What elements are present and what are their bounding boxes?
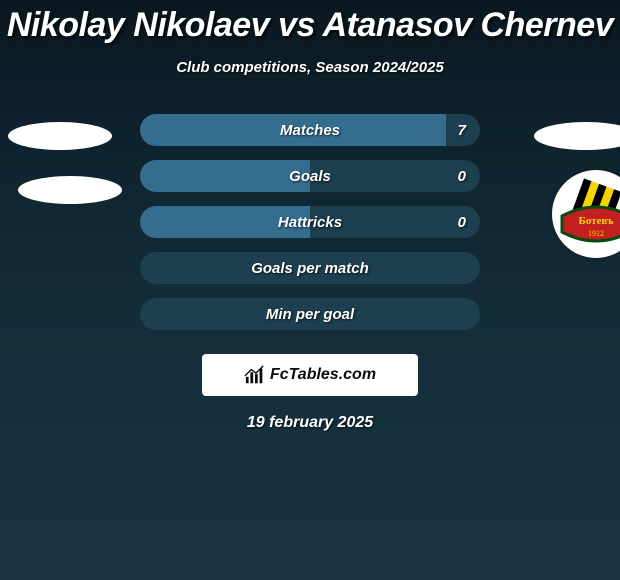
- stat-bar-label: Hattricks: [278, 214, 342, 231]
- stat-bars: Matches 7 Goals 0 Hattricks 0 Goals per match M…: [140, 114, 480, 344]
- bar-chart-icon: [244, 364, 266, 386]
- stat-bar: Hattricks 0: [140, 206, 480, 238]
- stat-bar: Min per goal: [140, 298, 480, 330]
- stat-bar-label: Goals: [289, 168, 331, 185]
- date-line: 19 february 2025: [0, 414, 620, 432]
- stat-bar-label: Matches: [280, 122, 340, 139]
- stat-bar-label: Min per goal: [266, 306, 354, 323]
- player-left-photo-placeholder-1: [8, 122, 112, 150]
- stat-bar-value-right: 7: [458, 122, 466, 139]
- comparison-content: Ботевъ 1912 Matches7Goals0Hattricks0Goal…: [0, 114, 620, 344]
- club-badge: Ботевъ 1912: [552, 170, 620, 258]
- player-left-photo-placeholder-2: [18, 176, 122, 204]
- stat-bar-label: Goals per match: [251, 260, 369, 277]
- page-subtitle: Club competitions, Season 2024/2025: [0, 59, 620, 76]
- attribution: FcTables.com: [202, 354, 418, 396]
- page-title: Nikolay Nikolaev vs Atanasov Chernev: [0, 0, 620, 45]
- player-right-photo-placeholder: [534, 122, 620, 150]
- club-badge-label: Ботевъ: [579, 215, 615, 227]
- stat-bar: Matches 7: [140, 114, 480, 146]
- stat-bar: Goals per match: [140, 252, 480, 284]
- stat-bar-fill-right: [310, 160, 480, 192]
- stat-bar-value-right: 0: [458, 168, 466, 185]
- stat-bar-value-right: 0: [458, 214, 466, 231]
- attribution-brand: FcTables.com: [270, 366, 376, 384]
- stat-bar-fill-left: [140, 160, 310, 192]
- club-badge-icon: Ботевъ 1912: [556, 174, 620, 254]
- stat-bar: Goals 0: [140, 160, 480, 192]
- club-badge-year: 1912: [588, 229, 604, 238]
